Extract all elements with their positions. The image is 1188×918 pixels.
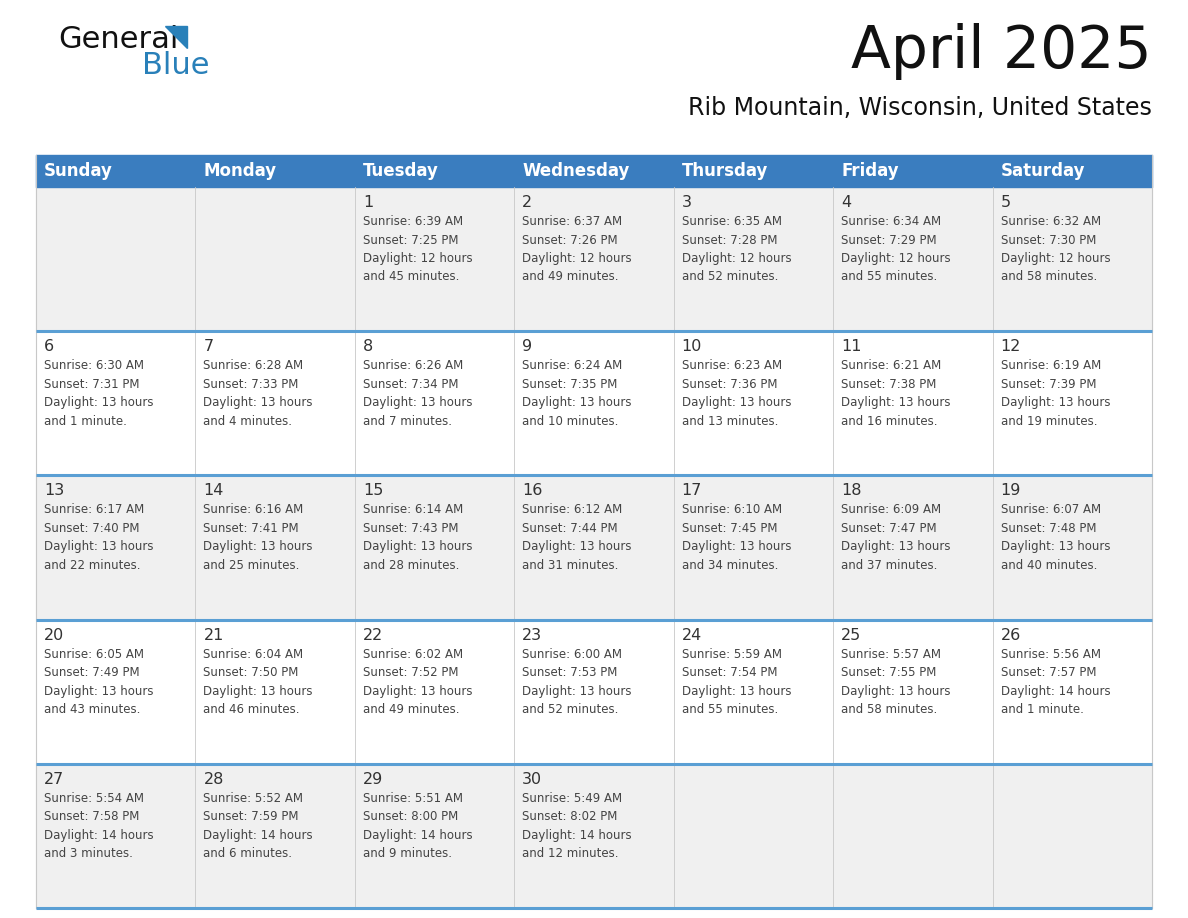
Text: 7: 7 [203,339,214,354]
Text: Sunrise: 6:23 AM
Sunset: 7:36 PM
Daylight: 13 hours
and 13 minutes.: Sunrise: 6:23 AM Sunset: 7:36 PM Dayligh… [682,359,791,428]
Text: 17: 17 [682,484,702,498]
Text: Monday: Monday [203,162,277,180]
Text: 3: 3 [682,195,691,210]
Text: Sunrise: 6:02 AM
Sunset: 7:52 PM
Daylight: 13 hours
and 49 minutes.: Sunrise: 6:02 AM Sunset: 7:52 PM Dayligh… [362,647,473,716]
Text: Sunday: Sunday [44,162,113,180]
Text: 19: 19 [1000,484,1020,498]
Text: 15: 15 [362,484,384,498]
Text: 30: 30 [523,772,543,787]
Text: Sunrise: 6:24 AM
Sunset: 7:35 PM
Daylight: 13 hours
and 10 minutes.: Sunrise: 6:24 AM Sunset: 7:35 PM Dayligh… [523,359,632,428]
Text: Sunrise: 6:28 AM
Sunset: 7:33 PM
Daylight: 13 hours
and 4 minutes.: Sunrise: 6:28 AM Sunset: 7:33 PM Dayligh… [203,359,312,428]
Text: Sunrise: 6:19 AM
Sunset: 7:39 PM
Daylight: 13 hours
and 19 minutes.: Sunrise: 6:19 AM Sunset: 7:39 PM Dayligh… [1000,359,1110,428]
Text: 27: 27 [44,772,64,787]
Text: 8: 8 [362,339,373,354]
Text: Sunrise: 6:21 AM
Sunset: 7:38 PM
Daylight: 13 hours
and 16 minutes.: Sunrise: 6:21 AM Sunset: 7:38 PM Dayligh… [841,359,950,428]
Text: 9: 9 [523,339,532,354]
Text: Sunrise: 6:30 AM
Sunset: 7:31 PM
Daylight: 13 hours
and 1 minute.: Sunrise: 6:30 AM Sunset: 7:31 PM Dayligh… [44,359,153,428]
Text: Sunrise: 5:56 AM
Sunset: 7:57 PM
Daylight: 14 hours
and 1 minute.: Sunrise: 5:56 AM Sunset: 7:57 PM Dayligh… [1000,647,1111,716]
Text: Friday: Friday [841,162,899,180]
Text: 4: 4 [841,195,852,210]
Text: Sunrise: 6:34 AM
Sunset: 7:29 PM
Daylight: 12 hours
and 55 minutes.: Sunrise: 6:34 AM Sunset: 7:29 PM Dayligh… [841,215,950,284]
Text: Sunrise: 5:51 AM
Sunset: 8:00 PM
Daylight: 14 hours
and 9 minutes.: Sunrise: 5:51 AM Sunset: 8:00 PM Dayligh… [362,792,473,860]
Text: 11: 11 [841,339,861,354]
Text: Sunrise: 6:37 AM
Sunset: 7:26 PM
Daylight: 12 hours
and 49 minutes.: Sunrise: 6:37 AM Sunset: 7:26 PM Dayligh… [523,215,632,284]
Text: Sunrise: 6:09 AM
Sunset: 7:47 PM
Daylight: 13 hours
and 37 minutes.: Sunrise: 6:09 AM Sunset: 7:47 PM Dayligh… [841,503,950,572]
Text: 14: 14 [203,484,223,498]
Text: Saturday: Saturday [1000,162,1085,180]
Text: Wednesday: Wednesday [523,162,630,180]
Text: 1: 1 [362,195,373,210]
Text: 26: 26 [1000,628,1020,643]
Text: 29: 29 [362,772,383,787]
Text: 5: 5 [1000,195,1011,210]
Text: Sunrise: 6:16 AM
Sunset: 7:41 PM
Daylight: 13 hours
and 25 minutes.: Sunrise: 6:16 AM Sunset: 7:41 PM Dayligh… [203,503,312,572]
Text: 2: 2 [523,195,532,210]
Text: Sunrise: 6:10 AM
Sunset: 7:45 PM
Daylight: 13 hours
and 34 minutes.: Sunrise: 6:10 AM Sunset: 7:45 PM Dayligh… [682,503,791,572]
Text: 10: 10 [682,339,702,354]
Text: Thursday: Thursday [682,162,769,180]
Text: Sunrise: 6:35 AM
Sunset: 7:28 PM
Daylight: 12 hours
and 52 minutes.: Sunrise: 6:35 AM Sunset: 7:28 PM Dayligh… [682,215,791,284]
Text: Sunrise: 6:12 AM
Sunset: 7:44 PM
Daylight: 13 hours
and 31 minutes.: Sunrise: 6:12 AM Sunset: 7:44 PM Dayligh… [523,503,632,572]
Text: 12: 12 [1000,339,1020,354]
Text: 22: 22 [362,628,383,643]
Text: Sunrise: 6:39 AM
Sunset: 7:25 PM
Daylight: 12 hours
and 45 minutes.: Sunrise: 6:39 AM Sunset: 7:25 PM Dayligh… [362,215,473,284]
Text: Sunrise: 5:57 AM
Sunset: 7:55 PM
Daylight: 13 hours
and 58 minutes.: Sunrise: 5:57 AM Sunset: 7:55 PM Dayligh… [841,647,950,716]
Text: April 2025: April 2025 [852,23,1152,80]
Text: 21: 21 [203,628,223,643]
Text: Sunrise: 6:26 AM
Sunset: 7:34 PM
Daylight: 13 hours
and 7 minutes.: Sunrise: 6:26 AM Sunset: 7:34 PM Dayligh… [362,359,473,428]
Text: Sunrise: 5:49 AM
Sunset: 8:02 PM
Daylight: 14 hours
and 12 minutes.: Sunrise: 5:49 AM Sunset: 8:02 PM Dayligh… [523,792,632,860]
Text: 18: 18 [841,484,861,498]
Text: 6: 6 [44,339,55,354]
Text: 23: 23 [523,628,543,643]
Text: Sunrise: 5:59 AM
Sunset: 7:54 PM
Daylight: 13 hours
and 55 minutes.: Sunrise: 5:59 AM Sunset: 7:54 PM Dayligh… [682,647,791,716]
Text: Tuesday: Tuesday [362,162,438,180]
Text: General: General [58,25,178,54]
Text: Sunrise: 6:14 AM
Sunset: 7:43 PM
Daylight: 13 hours
and 28 minutes.: Sunrise: 6:14 AM Sunset: 7:43 PM Dayligh… [362,503,473,572]
Text: Sunrise: 6:00 AM
Sunset: 7:53 PM
Daylight: 13 hours
and 52 minutes.: Sunrise: 6:00 AM Sunset: 7:53 PM Dayligh… [523,647,632,716]
Text: 25: 25 [841,628,861,643]
Text: 28: 28 [203,772,223,787]
Text: Sunrise: 6:07 AM
Sunset: 7:48 PM
Daylight: 13 hours
and 40 minutes.: Sunrise: 6:07 AM Sunset: 7:48 PM Dayligh… [1000,503,1110,572]
Text: Sunrise: 5:54 AM
Sunset: 7:58 PM
Daylight: 14 hours
and 3 minutes.: Sunrise: 5:54 AM Sunset: 7:58 PM Dayligh… [44,792,153,860]
Polygon shape [165,26,187,48]
Text: Sunrise: 6:05 AM
Sunset: 7:49 PM
Daylight: 13 hours
and 43 minutes.: Sunrise: 6:05 AM Sunset: 7:49 PM Dayligh… [44,647,153,716]
Text: 20: 20 [44,628,64,643]
Text: 16: 16 [523,484,543,498]
Text: Rib Mountain, Wisconsin, United States: Rib Mountain, Wisconsin, United States [688,96,1152,120]
Text: Sunrise: 5:52 AM
Sunset: 7:59 PM
Daylight: 14 hours
and 6 minutes.: Sunrise: 5:52 AM Sunset: 7:59 PM Dayligh… [203,792,314,860]
Text: Blue: Blue [143,51,209,80]
Text: Sunrise: 6:04 AM
Sunset: 7:50 PM
Daylight: 13 hours
and 46 minutes.: Sunrise: 6:04 AM Sunset: 7:50 PM Dayligh… [203,647,312,716]
Text: Sunrise: 6:32 AM
Sunset: 7:30 PM
Daylight: 12 hours
and 58 minutes.: Sunrise: 6:32 AM Sunset: 7:30 PM Dayligh… [1000,215,1111,284]
Text: 13: 13 [44,484,64,498]
Text: 24: 24 [682,628,702,643]
Text: Sunrise: 6:17 AM
Sunset: 7:40 PM
Daylight: 13 hours
and 22 minutes.: Sunrise: 6:17 AM Sunset: 7:40 PM Dayligh… [44,503,153,572]
